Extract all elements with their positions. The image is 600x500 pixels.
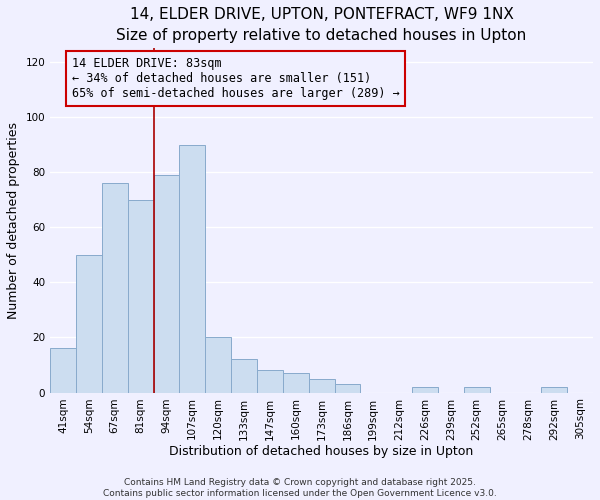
Bar [257,370,283,392]
Bar [76,255,102,392]
Bar [283,373,308,392]
Bar [50,348,76,393]
Bar [205,338,231,392]
Bar [128,200,154,392]
Bar [154,175,179,392]
Bar [231,360,257,392]
Bar [541,387,567,392]
Text: 14 ELDER DRIVE: 83sqm
← 34% of detached houses are smaller (151)
65% of semi-det: 14 ELDER DRIVE: 83sqm ← 34% of detached … [72,57,400,100]
Y-axis label: Number of detached properties: Number of detached properties [7,122,20,319]
Bar [308,378,335,392]
Text: Contains HM Land Registry data © Crown copyright and database right 2025.
Contai: Contains HM Land Registry data © Crown c… [103,478,497,498]
Bar [412,387,438,392]
Bar [179,144,205,392]
Bar [102,183,128,392]
X-axis label: Distribution of detached houses by size in Upton: Distribution of detached houses by size … [169,445,474,458]
Bar [335,384,361,392]
Bar [464,387,490,392]
Title: 14, ELDER DRIVE, UPTON, PONTEFRACT, WF9 1NX
Size of property relative to detache: 14, ELDER DRIVE, UPTON, PONTEFRACT, WF9 … [116,7,527,43]
